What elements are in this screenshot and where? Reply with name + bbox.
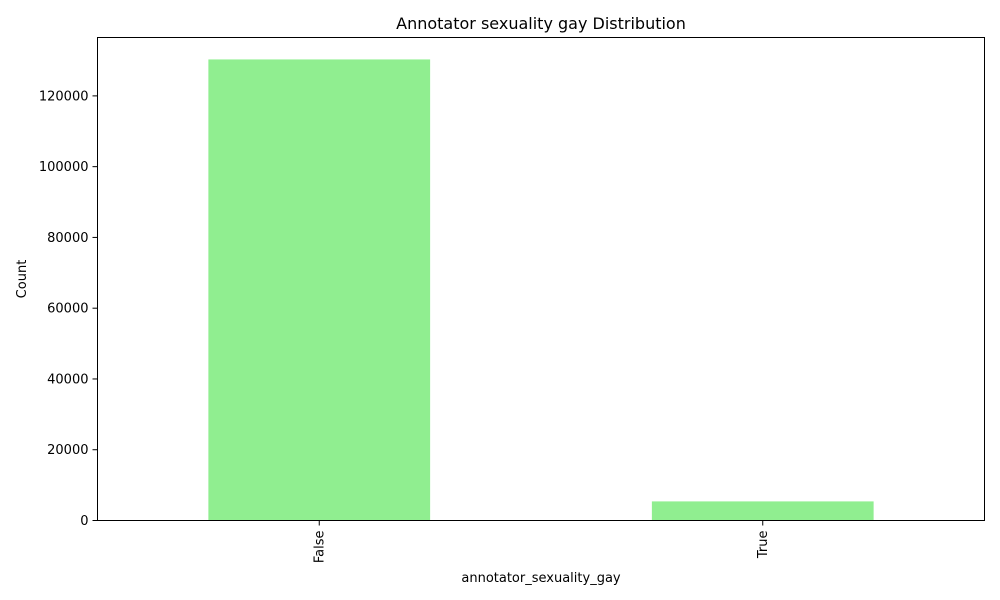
y-tick-label: 120000 [39,89,89,104]
y-axis-ticks: 0 20000 40000 60000 80000 100000 120000 [39,89,98,529]
y-tick-label: 100000 [39,160,89,175]
x-axis-label: annotator_sexuality_gay [461,571,621,586]
bars-group [208,59,874,521]
x-tick-label: True [756,531,771,560]
bar-true [651,501,874,521]
x-axis-ticks: False True [312,520,771,564]
y-axis-label: Count [15,260,30,299]
y-tick-label: 0 [80,514,88,529]
chart-title: Annotator sexuality gay Distribution [396,14,686,33]
y-tick-label: 60000 [47,302,88,317]
y-tick-label: 80000 [47,231,88,246]
plot-frame [97,37,985,521]
y-tick-label: 40000 [47,372,88,387]
y-tick-label: 20000 [47,443,88,458]
bar-false [208,59,431,521]
x-tick-label: False [312,531,327,564]
